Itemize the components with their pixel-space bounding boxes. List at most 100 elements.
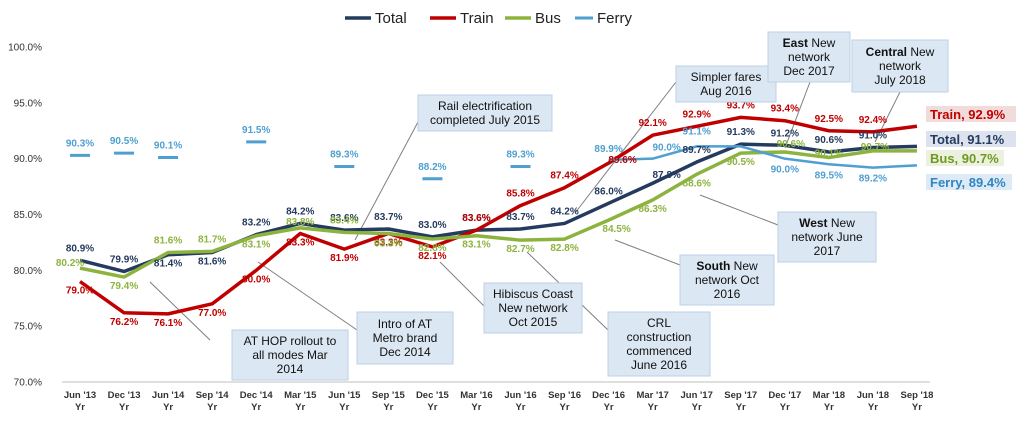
data-label-total: 87.8% [652,170,680,181]
x-tick-label-suffix: Yr [163,402,173,413]
data-label-bus: 79.4% [110,281,138,292]
callout-bold-text: West [799,216,827,230]
callout-text-crl: commenced [626,344,691,358]
series-line-train [78,115,918,316]
data-label-ferry: 90.0% [771,165,799,176]
data-label-total: 81.4% [154,259,182,270]
data-label-train: 81.9% [330,253,358,264]
data-label-train: 93.7% [727,100,755,111]
data-label-train: 83.3% [374,237,402,248]
data-labels: 80.9% 79.9% 81.4% 81.6% 83.2% 84.2% 83.6% 83.7%… [56,100,889,329]
y-axis: 70.0% 75.0% 80.0% 85.0% 90.0% 95.0% 100.0% [8,43,930,389]
callout-text-ferry-hop: AT HOP rollout to [244,334,337,348]
x-tick-label-suffix: Yr [736,402,746,413]
callout-text-crl: June 2016 [631,358,687,372]
x-tick-label: Jun '15 [328,390,361,401]
callout-box-metro [356,311,454,365]
x-tick-label-suffix: Yr [780,402,790,413]
callout-text-metro: Dec 2014 [379,345,431,359]
callout-regular-text: Hibiscus Coast [493,287,574,301]
data-label-total: 83.6% [462,213,490,224]
data-label-bus: 88.6% [683,178,711,189]
x-tick-label: Dec '13 [108,390,141,401]
legend-label-total: Total [375,10,407,27]
data-label-bus: 83.3% [374,238,402,249]
callout-text-east: East New [783,36,836,50]
x-tick-label: Mar '15 [284,390,317,401]
callout-box-crl [607,311,711,377]
callout-regular-text: AT HOP rollout to [244,334,337,348]
x-tick-label-suffix: Yr [75,402,85,413]
data-label-train: 85.8% [506,189,534,200]
callout-box-central [851,39,949,93]
callout-bold-text: South [696,259,730,273]
x-tick-label-suffix: Yr [471,402,481,413]
data-label-total: 83.2% [242,218,270,229]
callout-leader-east [784,81,811,149]
callout-regular-text: June 2016 [631,358,687,372]
data-label-total: 90.6% [815,135,843,146]
callout-text-crl: CRL [647,316,671,330]
callout-regular-text: New network [498,301,568,315]
data-label-ferry: 89.9% [594,144,622,155]
callout-regular-text: Aug 2016 [700,84,752,98]
callout-text-rail: completed July 2015 [430,113,540,127]
x-tick-label-suffix: Yr [560,402,570,413]
x-tick-label-suffix: Yr [912,402,922,413]
callout-regular-text: all modes Mar [252,348,327,362]
callout-regular-text: Metro brand [373,331,438,345]
x-tick-label: Mar '17 [636,390,668,401]
x-tick-label: Jun '14 [152,390,185,401]
callout-text-east: network [788,50,831,64]
data-label-total: 83.6% [330,213,358,224]
data-label-total: 83.7% [374,212,402,223]
data-label-bus: 82.8% [550,243,578,254]
callout-regular-text: network June [791,230,863,244]
callout-text-metro: Intro of AT [378,317,433,331]
data-label-train: 92.9% [683,109,711,120]
x-tick-label: Dec '15 [416,390,450,401]
callout-leader-hibiscus [439,261,485,307]
callout-text-crl: construction [627,330,692,344]
data-label-ferry: 90.0% [652,143,680,154]
series-line-ferry [608,145,918,169]
chart-legend: Total Train Bus Ferry [345,10,632,27]
x-tick-label: Jun '13 [64,390,96,401]
data-label-bus: 90.6% [777,139,805,150]
data-label-total: 83.7% [506,212,534,223]
callout-text-south: 2016 [714,287,741,301]
callout-text-hibiscus: Oct 2015 [509,315,558,329]
x-tick-label: Sep '15 [372,390,406,401]
end-label-total: Total, 91.1% [930,132,1005,147]
callout-leader-south [614,239,681,266]
data-label-total: 86.0% [594,186,622,197]
data-label-train: 87.4% [550,171,578,182]
data-label-ferry: 89.3% [506,149,534,160]
callout-text-metro: Metro brand [373,331,438,345]
callout-leader-west [699,194,779,226]
x-tick-label: Mar '18 [813,390,845,401]
callout-text-central: network [879,59,922,73]
x-tick-label: Dec '16 [592,390,625,401]
x-tick-label-suffix: Yr [692,402,702,413]
callout-leader-fares [574,81,677,214]
data-label-train: 92.4% [859,115,887,126]
callout-text-central: Central New [866,45,935,59]
callout-leader-metro [257,261,358,331]
callout-box-east [767,31,851,83]
x-tick-label-suffix: Yr [868,402,878,413]
x-tick-label: Sep '14 [196,390,230,401]
data-label-bus: 80.2% [56,258,84,269]
legend-label-bus: Bus [535,10,561,27]
y-tick-label: 80.0% [14,266,42,277]
series-lines [70,115,918,316]
callout-regular-text: completed July 2015 [430,113,540,127]
callout-regular-text: New [808,36,836,50]
callout-box-fares [675,65,777,103]
callout-regular-text: Dec 2014 [379,345,431,359]
callout-text-east: Dec 2017 [783,64,835,78]
x-tick-label: Dec '14 [240,390,274,401]
x-tick-label: Sep '18 [901,390,934,401]
y-tick-label: 85.0% [14,210,42,221]
